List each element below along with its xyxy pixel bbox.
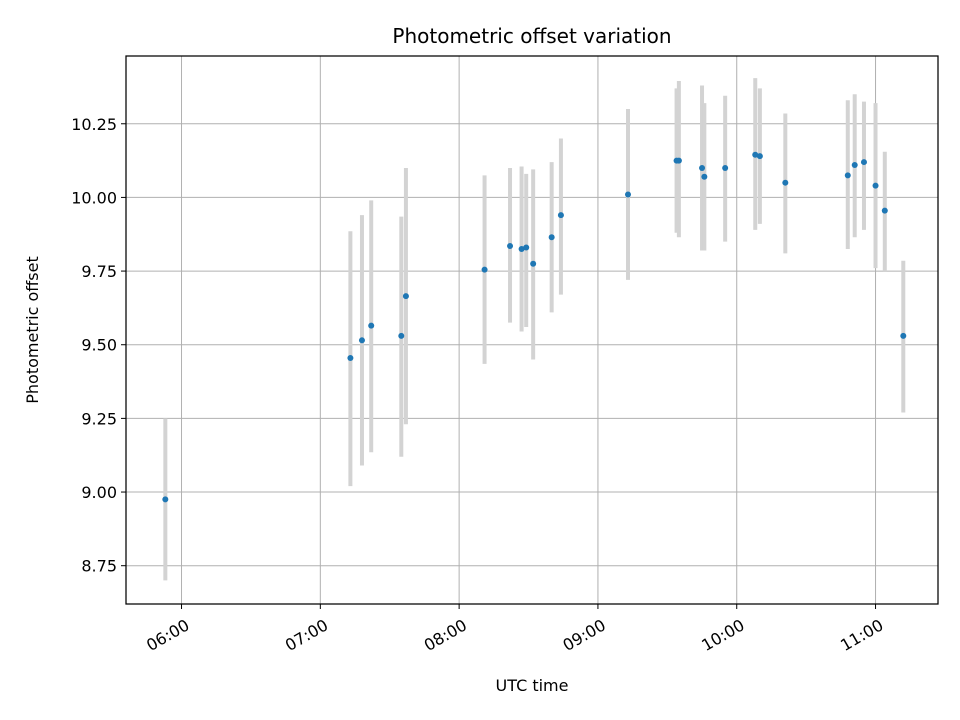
data-point	[347, 354, 354, 361]
data-point	[402, 293, 409, 300]
y-tick-label: 10.00	[71, 188, 117, 207]
data-point	[358, 337, 365, 344]
data-point	[900, 332, 907, 339]
y-tick-label: 9.50	[81, 336, 117, 355]
y-tick-label: 8.75	[81, 557, 117, 576]
data-point	[699, 164, 706, 171]
data-point	[518, 245, 525, 252]
data-point	[530, 260, 537, 267]
chart-title: Photometric offset variation	[392, 24, 671, 48]
data-point	[752, 151, 759, 158]
data-point	[481, 266, 488, 273]
data-point	[701, 173, 708, 180]
y-tick-label: 10.25	[71, 115, 117, 134]
data-point	[782, 179, 789, 186]
data-point	[881, 207, 888, 214]
data-point	[557, 212, 564, 219]
data-points	[162, 151, 907, 503]
data-point	[162, 496, 169, 503]
data-point	[844, 172, 851, 179]
data-point	[756, 153, 763, 160]
data-point	[368, 322, 375, 329]
data-point	[548, 234, 555, 241]
data-point	[675, 157, 682, 164]
data-point	[872, 182, 879, 189]
data-point	[860, 159, 867, 166]
y-tick-label: 9.75	[81, 262, 117, 281]
data-point	[507, 243, 514, 250]
plot-frame	[125, 55, 939, 605]
x-axis-label: UTC time	[496, 676, 569, 695]
y-tick-label: 9.00	[81, 483, 117, 502]
data-point	[722, 164, 729, 171]
data-point	[851, 162, 858, 169]
data-point	[625, 191, 632, 198]
y-axis-label: Photometric offset	[23, 256, 42, 404]
data-point	[398, 332, 405, 339]
data-point	[523, 244, 530, 251]
y-tick-label: 9.25	[81, 409, 117, 428]
